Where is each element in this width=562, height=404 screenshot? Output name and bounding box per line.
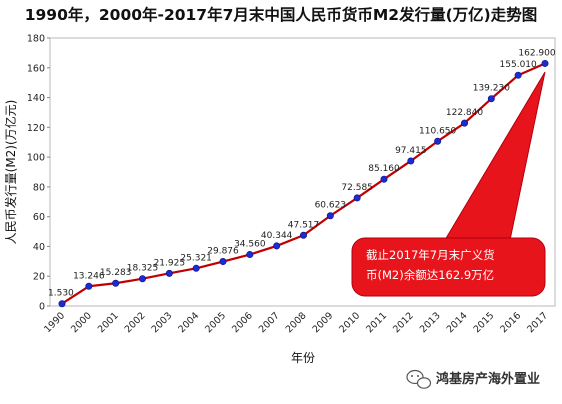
- callout-text-line1: 截止2017年7月末广义货: [366, 248, 495, 262]
- x-axis: 1990 2000 2001 2002 2003 2004 2005 2006 2007 2008…: [42, 310, 550, 335]
- x-tick-label: 2017: [525, 310, 550, 335]
- x-tick-label: 2006: [230, 310, 255, 335]
- data-point: [139, 276, 145, 282]
- data-point: [327, 213, 333, 219]
- x-tick-label: 2014: [445, 310, 470, 335]
- y-tick-label: 20: [33, 272, 45, 283]
- data-point: [193, 265, 199, 271]
- x-tick-label: 2012: [391, 310, 416, 335]
- x-tick-label: 2011: [364, 310, 389, 335]
- y-tick-label: 40: [33, 242, 45, 253]
- y-tick-label: 0: [39, 302, 45, 313]
- data-label: 47.517: [288, 220, 320, 230]
- x-tick-label: 2005: [203, 310, 228, 335]
- data-label: 139.230: [473, 84, 510, 94]
- wechat-icon: [407, 371, 431, 389]
- data-point: [542, 60, 548, 66]
- x-tick-label: 2000: [69, 310, 94, 335]
- y-tick-label: 100: [27, 153, 45, 164]
- data-point: [112, 280, 118, 286]
- x-tick-label: 2009: [311, 310, 336, 335]
- data-label: 1.530: [48, 289, 74, 299]
- x-tick-label: 2010: [337, 310, 362, 335]
- data-point: [300, 232, 306, 238]
- data-label: 122.840: [446, 108, 483, 118]
- y-axis: 0 20 40 60 80 100 120 140 160 180: [27, 34, 50, 313]
- x-tick-label: 2008: [284, 310, 309, 335]
- callout-box: [352, 238, 545, 296]
- x-tick-label: 2002: [123, 310, 148, 335]
- data-label: 85.160: [368, 164, 400, 174]
- data-point: [86, 283, 92, 289]
- data-label: 110.650: [419, 126, 456, 136]
- data-point: [434, 138, 440, 144]
- x-tick-label: 2004: [176, 310, 201, 335]
- data-label: 162.900: [518, 48, 555, 58]
- x-tick-label: 2016: [498, 310, 523, 335]
- chart-title: 1990年，2000年-2017年7月末中国人民币货币M2发行量(万亿)走势图: [25, 5, 538, 24]
- data-point: [381, 176, 387, 182]
- x-axis-label: 年份: [291, 351, 315, 365]
- watermark: 鸿基房产海外置业: [407, 371, 540, 389]
- data-point: [408, 158, 414, 164]
- data-point: [59, 301, 65, 307]
- x-tick-label: 2001: [96, 310, 121, 335]
- data-point: [515, 72, 521, 78]
- callout-text-line2: 币(M2)余额达162.9万亿: [366, 268, 494, 282]
- x-tick-label: 2003: [150, 310, 175, 335]
- data-label: 97.415: [395, 146, 427, 156]
- data-point: [166, 270, 172, 276]
- data-point: [247, 251, 253, 257]
- y-tick-label: 140: [27, 93, 45, 104]
- x-tick-label: 2007: [257, 310, 282, 335]
- x-tick-label: 2015: [472, 310, 497, 335]
- data-point: [488, 96, 494, 102]
- data-point: [273, 243, 279, 249]
- y-tick-label: 60: [33, 212, 45, 223]
- data-label: 34.560: [234, 240, 266, 250]
- data-point: [220, 258, 226, 264]
- y-axis-label: 人民币发行量(M2)(万亿元): [3, 100, 18, 245]
- data-label: 60.623: [315, 201, 347, 211]
- watermark-text: 鸿基房产海外置业: [436, 371, 540, 387]
- y-tick-label: 160: [27, 63, 45, 74]
- y-tick-label: 120: [27, 123, 45, 134]
- data-label: 40.344: [261, 231, 293, 241]
- y-tick-label: 80: [33, 182, 45, 193]
- x-tick-label: 2013: [418, 310, 443, 335]
- data-label: 72.585: [341, 183, 373, 193]
- data-point: [354, 195, 360, 201]
- x-tick-label: 1990: [42, 310, 67, 335]
- y-tick-label: 180: [27, 34, 45, 45]
- data-label: 155.010: [500, 60, 537, 70]
- data-point: [461, 120, 467, 126]
